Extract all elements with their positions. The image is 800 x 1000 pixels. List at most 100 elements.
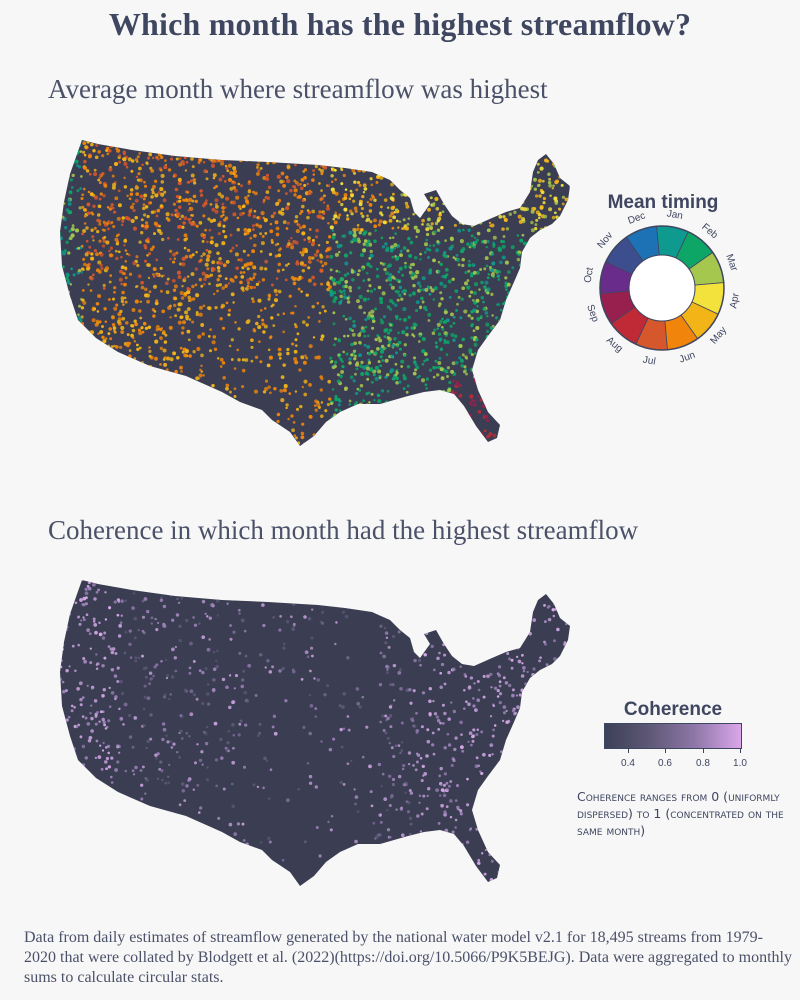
coherence-dot	[283, 642, 286, 646]
timing-dot	[437, 304, 441, 308]
timing-dot	[98, 176, 102, 180]
timing-dot	[256, 146, 260, 150]
timing-dot	[336, 420, 340, 425]
timing-dot	[104, 423, 108, 428]
coherence-dot	[74, 854, 78, 858]
timing-dot	[106, 140, 110, 141]
timing-dot	[345, 140, 350, 144]
timing-dot	[111, 316, 115, 320]
timing-dot	[184, 349, 189, 354]
coherence-dot	[170, 675, 175, 679]
timing-dot	[549, 194, 552, 198]
timing-dot	[379, 318, 383, 322]
timing-dot	[130, 366, 135, 371]
coherence-dot	[227, 594, 231, 598]
coherence-dot	[228, 674, 232, 677]
timing-dot	[292, 421, 296, 424]
timing-dot	[429, 415, 432, 419]
timing-dot	[138, 331, 143, 336]
coherence-dot	[566, 720, 570, 724]
timing-dot	[257, 325, 262, 330]
timing-dot	[151, 156, 155, 160]
timing-dot	[305, 157, 311, 162]
timing-dot	[78, 144, 82, 147]
timing-dot	[80, 329, 84, 334]
coherence-dot	[81, 744, 86, 749]
timing-dot	[446, 407, 450, 412]
timing-dot	[148, 349, 152, 354]
timing-dot	[554, 362, 557, 365]
timing-dot	[326, 204, 330, 208]
timing-dot	[379, 355, 383, 359]
timing-dot	[179, 346, 183, 350]
timing-dot	[275, 277, 279, 280]
coherence-dot	[60, 870, 61, 875]
timing-dot	[276, 174, 281, 179]
timing-dot	[186, 248, 191, 253]
timing-dot	[380, 213, 384, 217]
coherence-dot	[391, 783, 395, 787]
timing-dot	[332, 322, 336, 326]
timing-dot	[125, 321, 129, 325]
timing-dot	[357, 239, 361, 244]
coherence-dot	[381, 714, 385, 718]
timing-dot	[187, 202, 191, 206]
timing-dot	[307, 446, 310, 449]
timing-dot	[187, 217, 191, 222]
coherence-dot	[565, 607, 569, 612]
timing-dot	[60, 140, 64, 141]
timing-dot	[355, 401, 358, 404]
coherence-dot	[563, 589, 567, 593]
timing-dot	[259, 232, 263, 236]
timing-dot	[556, 140, 561, 145]
timing-dot	[436, 322, 441, 327]
timing-dot	[382, 443, 387, 446]
timing-dot	[246, 319, 251, 323]
timing-dot	[129, 188, 134, 192]
timing-dot	[230, 358, 234, 361]
coherence-dot	[498, 627, 502, 630]
coherence-dot	[566, 728, 570, 732]
timing-dot	[555, 308, 559, 313]
timing-dot	[555, 164, 559, 169]
timing-dot	[520, 349, 524, 353]
timing-dot	[516, 357, 521, 362]
timing-dot	[553, 196, 558, 201]
timing-dot	[211, 267, 216, 272]
coherence-dot	[427, 883, 430, 886]
coherence-dot	[215, 665, 219, 669]
timing-dot	[113, 344, 116, 348]
timing-dot	[428, 402, 432, 407]
timing-dot	[75, 384, 79, 387]
timing-dot	[355, 392, 359, 395]
timing-dot	[68, 210, 73, 215]
coherence-dot	[486, 674, 490, 679]
timing-dot	[497, 387, 501, 391]
coherence-dot	[419, 830, 423, 833]
timing-dot	[481, 206, 486, 211]
timing-dot	[423, 352, 428, 356]
timing-dot	[402, 376, 407, 381]
timing-dot	[543, 226, 548, 230]
timing-dot	[239, 280, 243, 285]
timing-dot	[311, 178, 315, 182]
timing-dot	[318, 320, 321, 323]
timing-dot	[508, 212, 513, 216]
timing-dot	[470, 425, 475, 430]
timing-dot	[446, 375, 449, 378]
timing-dot	[199, 258, 203, 262]
timing-dot	[107, 415, 111, 419]
timing-dot	[480, 438, 484, 443]
timing-dot	[78, 425, 82, 429]
timing-dot	[568, 382, 570, 387]
timing-dot	[452, 195, 456, 199]
timing-dot	[77, 313, 80, 317]
timing-dot	[485, 173, 489, 177]
timing-dot	[477, 172, 482, 177]
timing-dot	[189, 409, 193, 414]
timing-dot	[366, 200, 370, 204]
timing-dot	[290, 242, 294, 247]
timing-dot	[488, 343, 492, 347]
timing-dot	[230, 152, 234, 156]
timing-dot	[109, 145, 112, 148]
